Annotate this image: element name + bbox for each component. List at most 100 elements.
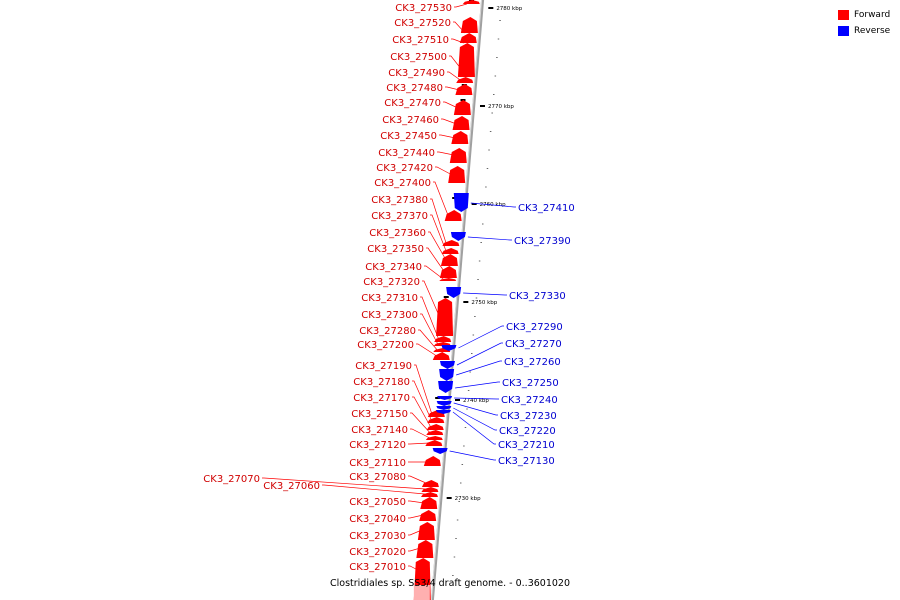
gene-arrow-forward[interactable] [421,487,439,492]
gene-label-forward[interactable]: CK3_27200 [357,340,414,351]
gene-label-forward[interactable]: CK3_27030 [349,531,406,542]
gene-arrow-reverse[interactable] [441,345,457,351]
gene-label-forward[interactable]: CK3_27400 [374,178,431,189]
gene-arrow-forward[interactable] [439,266,457,278]
gene-label-forward[interactable]: CK3_27420 [376,163,433,174]
gene-arrow-reverse[interactable] [436,401,452,406]
gene-arrow-reverse[interactable] [439,369,455,381]
gene-arrow-forward[interactable] [425,440,443,446]
gene-arrow-forward[interactable] [452,116,470,130]
gene-arrow-forward[interactable] [459,33,477,43]
gene-label-reverse[interactable]: CK3_27230 [500,411,557,422]
gene-label-forward[interactable]: CK3_27310 [361,293,418,304]
gene-label-forward[interactable]: CK3_27120 [349,440,406,451]
gene-label-forward[interactable]: CK3_27010 [349,562,406,573]
gene-label-forward[interactable]: CK3_27530 [395,3,452,14]
gene-arrow-reverse[interactable] [436,406,452,410]
gene-arrow-forward[interactable] [423,456,441,466]
gene-label-reverse[interactable]: CK3_27270 [505,339,562,350]
gene-arrow-forward[interactable] [436,298,454,336]
gene-label-forward[interactable]: CK3_27080 [349,472,406,483]
gene-arrow-reverse[interactable] [438,381,454,393]
gene-arrow-reverse[interactable] [446,287,462,298]
gene-arrow-reverse[interactable] [435,410,451,414]
gene-arrow-forward[interactable] [439,278,457,281]
gene-label-forward[interactable]: CK3_27320 [363,277,420,288]
gene-arrow-reverse[interactable] [453,193,469,212]
gene-label-forward[interactable]: CK3_27170 [353,393,410,404]
gene-arrow-forward[interactable] [460,17,478,33]
gene-label-forward[interactable]: CK3_27300 [361,310,418,321]
gene-label-forward[interactable]: CK3_27040 [349,514,406,525]
gene-arrow-forward[interactable] [442,240,460,246]
gene-label-forward[interactable]: CK3_27380 [371,195,428,206]
gene-arrow-reverse[interactable] [439,361,455,369]
gene-label-forward[interactable]: CK3_27460 [382,115,439,126]
minor-tick [467,390,470,391]
gene-arrow-forward[interactable] [420,492,438,497]
gene-label-forward[interactable]: CK3_27370 [371,211,428,222]
gene-arrow-forward[interactable] [426,424,444,430]
gene-label-forward[interactable]: CK3_27110 [349,458,406,469]
gene-arrow-forward[interactable] [444,210,462,221]
gene-label-forward[interactable]: CK3_27340 [365,262,422,273]
gene-label-forward[interactable]: CK3_27280 [359,326,416,337]
leader-line-forward [454,3,467,8]
gene-label-forward[interactable]: CK3_27520 [394,18,451,29]
minor-tick [456,519,459,521]
gene-label-forward[interactable]: CK3_27140 [351,425,408,436]
gene-arrow-reverse[interactable] [450,232,466,241]
gene-arrow-forward[interactable] [421,480,439,487]
leader-line-forward [420,313,439,345]
gene-label-reverse[interactable]: CK3_27130 [498,456,555,467]
gene-label-reverse[interactable]: CK3_27260 [504,357,561,368]
gene-label-forward[interactable]: CK3_27470 [384,98,441,109]
gene-label-forward[interactable]: CK3_27150 [351,409,408,420]
gene-label-forward[interactable]: CK3_27190 [355,361,412,372]
gene-labels: CK3_27530 CK3_27520 CK3_27510 CK3_27500 CK3_… [203,3,574,573]
gene-label-reverse[interactable]: CK3_27250 [502,378,559,389]
gene-label-forward[interactable]: CK3_27510 [392,35,449,46]
gene-arrow-forward[interactable] [432,352,450,360]
gene-arrow-forward[interactable] [457,43,475,77]
gene-arrow-forward[interactable] [455,84,473,95]
gene-arrow-forward[interactable] [426,430,444,435]
gene-arrow-forward[interactable] [427,417,445,423]
gene-arrow-forward[interactable] [440,254,458,266]
gene-label-forward[interactable]: CK3_27490 [388,68,445,79]
gene-arrow-reverse[interactable] [437,396,453,400]
gene-label-forward[interactable]: CK3_27360 [369,228,426,239]
gene-arrow-forward[interactable] [449,148,467,163]
gene-arrow-forward[interactable] [419,510,437,521]
gene-label-forward[interactable]: CK3_27180 [353,377,410,388]
gene-arrow-forward[interactable] [448,166,466,183]
gene-label-forward[interactable]: CK3_27440 [378,148,435,159]
gene-label-reverse[interactable]: CK3_27240 [501,395,558,406]
gene-label-forward[interactable]: CK3_27350 [367,244,424,255]
gene-label-reverse[interactable]: CK3_27330 [509,291,566,302]
gene-label-forward[interactable]: CK3_27500 [390,52,447,63]
gene-arrow-forward[interactable] [416,540,434,558]
gene-arrow-forward[interactable] [451,131,469,144]
gene-arrow-reverse[interactable] [432,448,448,454]
gene-label-forward[interactable]: CK3_27020 [349,547,406,558]
gene-arrow-forward[interactable] [420,497,438,509]
gene-arrow-forward[interactable] [441,248,459,254]
gene-label-reverse[interactable]: CK3_27410 [518,203,575,214]
gene-arrow-forward[interactable] [417,522,435,540]
gene-label-reverse[interactable]: CK3_27220 [499,426,556,437]
gene-label-reverse[interactable]: CK3_27390 [514,236,571,247]
gene-label-forward[interactable]: CK3_27450 [380,131,437,142]
gene-arrow-forward[interactable] [434,336,452,342]
gene-label-forward[interactable]: CK3_27070 [203,474,260,485]
gene-label-reverse[interactable]: CK3_27290 [506,322,563,333]
gene-arrow-forward[interactable] [425,436,443,440]
gene-label-reverse[interactable]: CK3_27210 [498,440,555,451]
gene-arrow-forward[interactable] [453,100,471,115]
minor-tick [499,20,501,21]
gene-label-forward[interactable]: CK3_27480 [386,83,443,94]
gene-label-forward[interactable]: CK3_27060 [263,481,320,492]
gene-arrow-forward[interactable] [462,0,480,4]
gene-label-forward[interactable]: CK3_27050 [349,497,406,508]
gene-arrow-forward[interactable] [456,77,474,83]
